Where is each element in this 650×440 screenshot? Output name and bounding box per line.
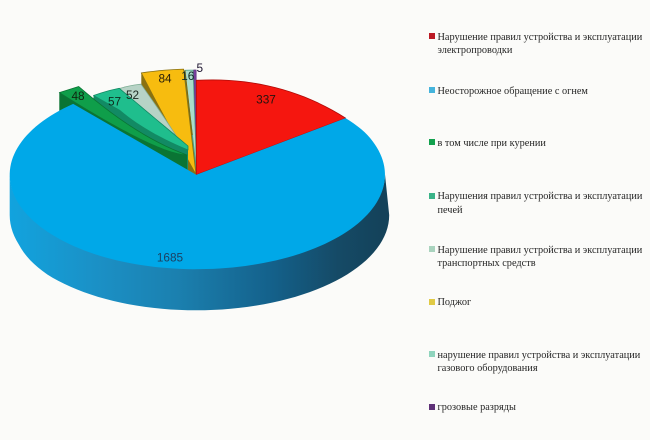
svg-text:57: 57 <box>108 95 121 109</box>
svg-text:84: 84 <box>158 72 172 86</box>
svg-text:52: 52 <box>126 88 139 102</box>
svg-text:16: 16 <box>181 69 195 83</box>
svg-text:48: 48 <box>71 89 85 103</box>
svg-text:5: 5 <box>197 61 204 75</box>
svg-text:1685: 1685 <box>157 251 184 265</box>
svg-text:337: 337 <box>256 93 276 107</box>
